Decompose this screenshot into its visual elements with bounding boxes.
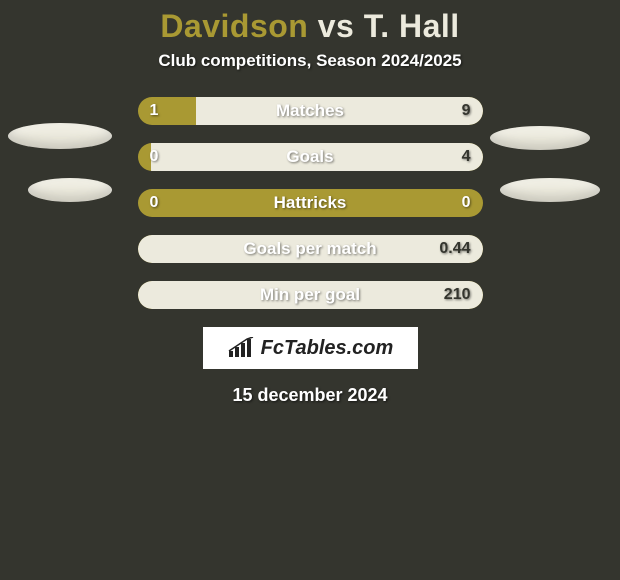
row-label: Goals <box>138 143 483 171</box>
row-value-right: 0 <box>462 189 471 217</box>
date: 15 december 2024 <box>0 385 620 406</box>
row-value-left: 0 <box>150 143 159 171</box>
row-value-right: 0.44 <box>439 235 470 263</box>
row-label: Goals per match <box>138 235 483 263</box>
ellipse-left-1 <box>8 123 112 149</box>
comparison-row: Goals0 4 <box>138 143 483 171</box>
row-label: Hattricks <box>138 189 483 217</box>
row-value-right: 4 <box>462 143 471 171</box>
logo-text: FcTables.com <box>261 337 394 360</box>
row-value-right: 210 <box>444 281 471 309</box>
ellipse-left-2 <box>28 178 112 202</box>
row-label: Matches <box>138 97 483 125</box>
comparison-row: Hattricks0 0 <box>138 189 483 217</box>
ellipse-right-1 <box>490 126 590 150</box>
title-player1: Davidson <box>160 8 308 44</box>
row-label: Min per goal <box>138 281 483 309</box>
comparison-row: Goals per match0.44 <box>138 235 483 263</box>
comparison-rows: Matches19Goals04Hattricks00Goals per mat… <box>138 97 483 309</box>
row-value-left: 1 <box>150 97 159 125</box>
subtitle: Club competitions, Season 2024/2025 <box>0 51 620 71</box>
title-player2: T. Hall <box>364 8 460 44</box>
ellipse-right-2 <box>500 178 600 202</box>
logo-bars-icon <box>227 337 255 359</box>
logo-box: FcTables.com <box>203 327 418 369</box>
row-value-right: 9 <box>462 97 471 125</box>
row-value-left: 0 <box>150 189 159 217</box>
title: Davidson vs T. Hall <box>0 8 620 45</box>
title-vs: vs <box>318 8 355 44</box>
content: Davidson vs T. Hall Club competitions, S… <box>0 0 620 406</box>
comparison-row: Min per goal210 <box>138 281 483 309</box>
comparison-row: Matches1 9 <box>138 97 483 125</box>
